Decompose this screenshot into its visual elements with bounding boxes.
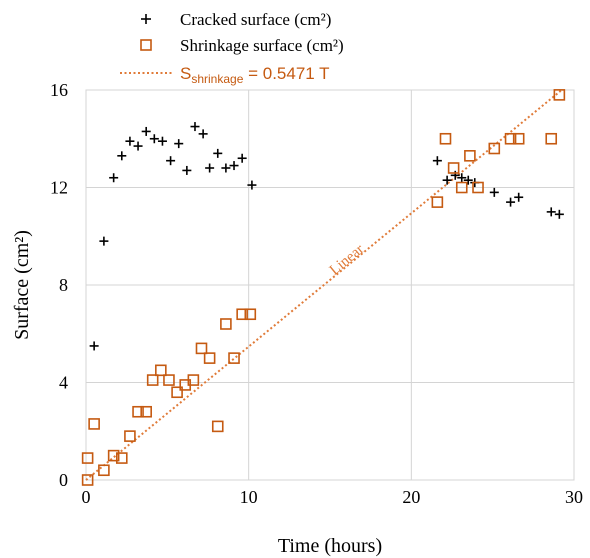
cracked-point <box>463 175 473 185</box>
cracked-point <box>182 165 192 175</box>
x-tick-label: 10 <box>240 487 258 507</box>
cracked-point <box>174 139 184 149</box>
shrinkage-point <box>124 430 136 442</box>
y-tick-label: 16 <box>50 80 68 100</box>
x-axis-label: Time (hours) <box>278 535 382 557</box>
cracked-point <box>157 136 167 146</box>
cracked-point <box>190 122 200 132</box>
cracked-point <box>149 134 159 144</box>
cracked-point <box>221 163 231 173</box>
cracked-point <box>125 136 135 146</box>
shrinkage-point <box>146 374 159 386</box>
legend-cracked-label: Cracked surface (cm²) <box>180 10 331 29</box>
y-axis-label: Surface (cm²) <box>11 230 33 340</box>
shrinkage-point <box>236 308 248 321</box>
cracked-point <box>489 187 499 197</box>
shrinkage-point <box>228 352 240 364</box>
shrinkage-point <box>81 474 94 486</box>
cracked-point <box>141 126 151 136</box>
cracked-point <box>205 163 215 173</box>
shrinkage-point <box>439 132 452 145</box>
legend: Cracked surface (cm²) Shrinkage surface … <box>120 10 344 86</box>
plot-area: Linear <box>81 89 575 486</box>
shrinkage-point <box>220 318 232 330</box>
fit-line-group <box>85 89 562 481</box>
shrinkage-point <box>553 89 566 101</box>
shrinkage-point <box>431 196 444 208</box>
y-tick-label: 4 <box>59 373 68 393</box>
cracked-point <box>117 151 127 161</box>
shrinkage-point <box>155 364 167 377</box>
shrinkage-point <box>163 374 175 386</box>
legend-fit-label: Sshrinkage = 0.5471 T <box>180 64 330 86</box>
shrinkage-point <box>132 405 144 418</box>
shrinkage-point <box>115 452 128 464</box>
cracked-point <box>213 148 223 158</box>
cracked-point <box>198 129 208 139</box>
shrinkage-point <box>464 150 476 162</box>
annotations: Linear <box>327 241 367 278</box>
shrinkage-point <box>512 132 525 145</box>
x-tick-labels: 0 10 20 30 <box>82 487 584 507</box>
shrinkage-point <box>98 464 110 477</box>
legend-shrinkage-label: Shrinkage surface (cm²) <box>180 36 344 55</box>
shrinkage-point <box>195 342 208 355</box>
shrinkage-point <box>244 308 257 321</box>
shrinkage-point <box>140 405 152 418</box>
cracked-series <box>89 122 564 351</box>
shrinkage-point <box>187 374 200 386</box>
y-tick-label: 0 <box>59 470 68 490</box>
cracked-point <box>166 156 176 166</box>
y-tick-label: 12 <box>50 178 68 198</box>
x-tick-label: 20 <box>402 487 420 507</box>
shrinkage-point <box>488 142 501 155</box>
cracked-point <box>514 192 524 202</box>
legend-fit-prefix: S <box>180 64 191 83</box>
legend-shrinkage-marker <box>140 39 152 51</box>
cracked-point <box>506 197 516 207</box>
cracked-point <box>109 173 119 183</box>
cracked-point <box>247 180 257 190</box>
shrinkage-point <box>447 162 460 174</box>
shrinkage-point <box>472 181 484 194</box>
shrinkage-point <box>211 420 224 433</box>
shrinkage-point <box>504 132 517 145</box>
legend-fit-suffix: = 0.5471 T <box>243 64 329 83</box>
y-tick-label: 8 <box>59 275 68 295</box>
cracked-point <box>237 153 247 163</box>
cracked-point <box>432 156 442 166</box>
shrinkage-point <box>545 132 558 145</box>
legend-fit-subscript: shrinkage <box>191 72 243 86</box>
shrinkage-point <box>81 452 94 464</box>
cracked-point <box>457 173 467 183</box>
x-tick-label: 30 <box>565 487 583 507</box>
fit-line <box>85 89 562 481</box>
cracked-point <box>229 161 239 171</box>
cracked-point <box>554 209 564 219</box>
shrinkage-point <box>107 449 120 462</box>
x-tick-label: 0 <box>82 487 91 507</box>
annotation-linear: Linear <box>327 241 367 278</box>
y-tick-labels: 0 4 8 12 16 <box>50 80 68 490</box>
cracked-point <box>133 141 143 151</box>
shrinkage-point <box>203 352 216 364</box>
cracked-point <box>442 175 452 185</box>
shrinkage-point <box>455 181 468 194</box>
shrinkage-series <box>81 89 566 486</box>
shrinkage-point <box>171 386 183 399</box>
cracked-point <box>89 341 99 351</box>
shrinkage-point <box>88 418 100 430</box>
cracked-point <box>546 207 556 217</box>
legend-cracked-marker <box>141 14 151 24</box>
gridlines <box>86 90 574 480</box>
cracked-point <box>99 236 109 246</box>
